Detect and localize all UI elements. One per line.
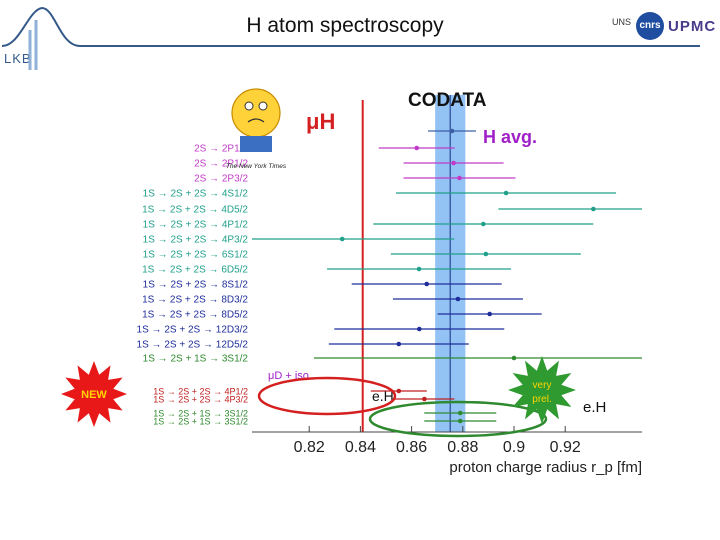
data-point [487,311,492,317]
cartoon-proton-icon [231,88,281,138]
data-point [414,145,420,151]
data-point [480,221,486,227]
eh-green-ellipse [368,400,548,438]
x-tick-label: 0.9 [503,439,525,456]
row-label: 1S → 2S + 2S → 8D5/2 [142,310,248,321]
row-label: 2S → 2P1/2 [194,144,248,155]
x-tick-label: 0.82 [294,439,325,456]
page-title: H atom spectroscopy [246,14,444,37]
x-tick-label: 0.88 [447,439,478,456]
row-label: 1S → 2S + 2S → 12D5/2 [137,340,249,351]
havg-label: H avg. [483,127,537,147]
data-point [396,341,402,347]
very-prel-text: prel. [532,394,551,405]
x-axis-label: proton charge radius r_p [fm] [449,459,642,476]
data-point [416,266,422,272]
row-label: 1S → 2S + 2S → 4P1/2 [153,387,248,397]
very-prel-text: very [533,380,552,391]
row-label: 1S → 2S + 2S → 4P3/2 [143,235,249,246]
row-label: 1S → 2S + 2S → 12D3/2 [137,325,249,336]
eh-red-ellipse [257,376,397,416]
codata-label: CODATA [408,90,487,111]
data-point [396,388,402,394]
data-point [339,236,345,242]
cartoon-mouth-icon [247,118,265,123]
newspaper-caption: The New York Times [226,163,287,170]
very-prel-starburst [508,356,576,424]
x-tick-label: 0.86 [396,439,427,456]
data-point [457,418,463,424]
upmc-logo: UPMC [668,18,717,35]
eh-right-label: e.H [583,399,606,416]
lkb-wave-logo [1,6,700,47]
data-point [455,296,461,302]
row-label: 1S → 2S + 2S → 4P1/2 [143,220,249,231]
muh-label: μH [306,109,335,134]
row-label: 1S → 2S + 1S → 3S1/2 [153,409,248,419]
row-label: 1S → 2S + 2S → 8S1/2 [143,280,249,291]
lkb-logo-text: LKB [4,51,32,66]
data-point [457,175,462,181]
row-label: 1S → 2S + 2S → 4S1/2 [143,189,249,200]
row-label: 1S → 2S + 1S → 3S1/2 [143,354,249,365]
data-point [591,206,596,212]
data-point [503,190,509,196]
cartoon-eye-icon [258,101,268,111]
cnrs-logo: cnrs [636,12,664,40]
cartoon-eye-icon [244,101,254,111]
data-point [449,128,455,134]
row-label: 1S → 2S + 2S → 4D5/2 [142,205,248,216]
data-point [511,355,517,361]
data-point [451,160,456,166]
row-label: 1S → 2S + 1S → 3S1/2 [153,417,248,427]
row-label: 2S → 2P3/2 [194,174,248,185]
x-tick-label: 0.92 [550,439,581,456]
data-point [457,410,463,416]
x-tick-label: 0.84 [345,439,376,456]
data-point [483,251,489,257]
new-starburst [61,361,127,427]
row-label: 1S → 2S + 2S → 6D5/2 [142,265,248,276]
data-point [422,396,427,402]
new-badge-text: NEW [81,389,107,401]
cartoon-body-icon [240,136,272,152]
row-label: 1S → 2S + 2S → 4P3/2 [153,395,248,405]
row-label: 2S → 2P1/2 [194,159,248,170]
unis-logo: UNS [612,17,632,27]
row-label: 1S → 2S + 2S → 6S1/2 [143,250,249,261]
data-point [424,281,430,287]
eh-left-label: e.H [372,388,394,404]
row-label: 1S → 2S + 2S → 8D3/2 [142,295,248,306]
data-point [416,326,422,332]
